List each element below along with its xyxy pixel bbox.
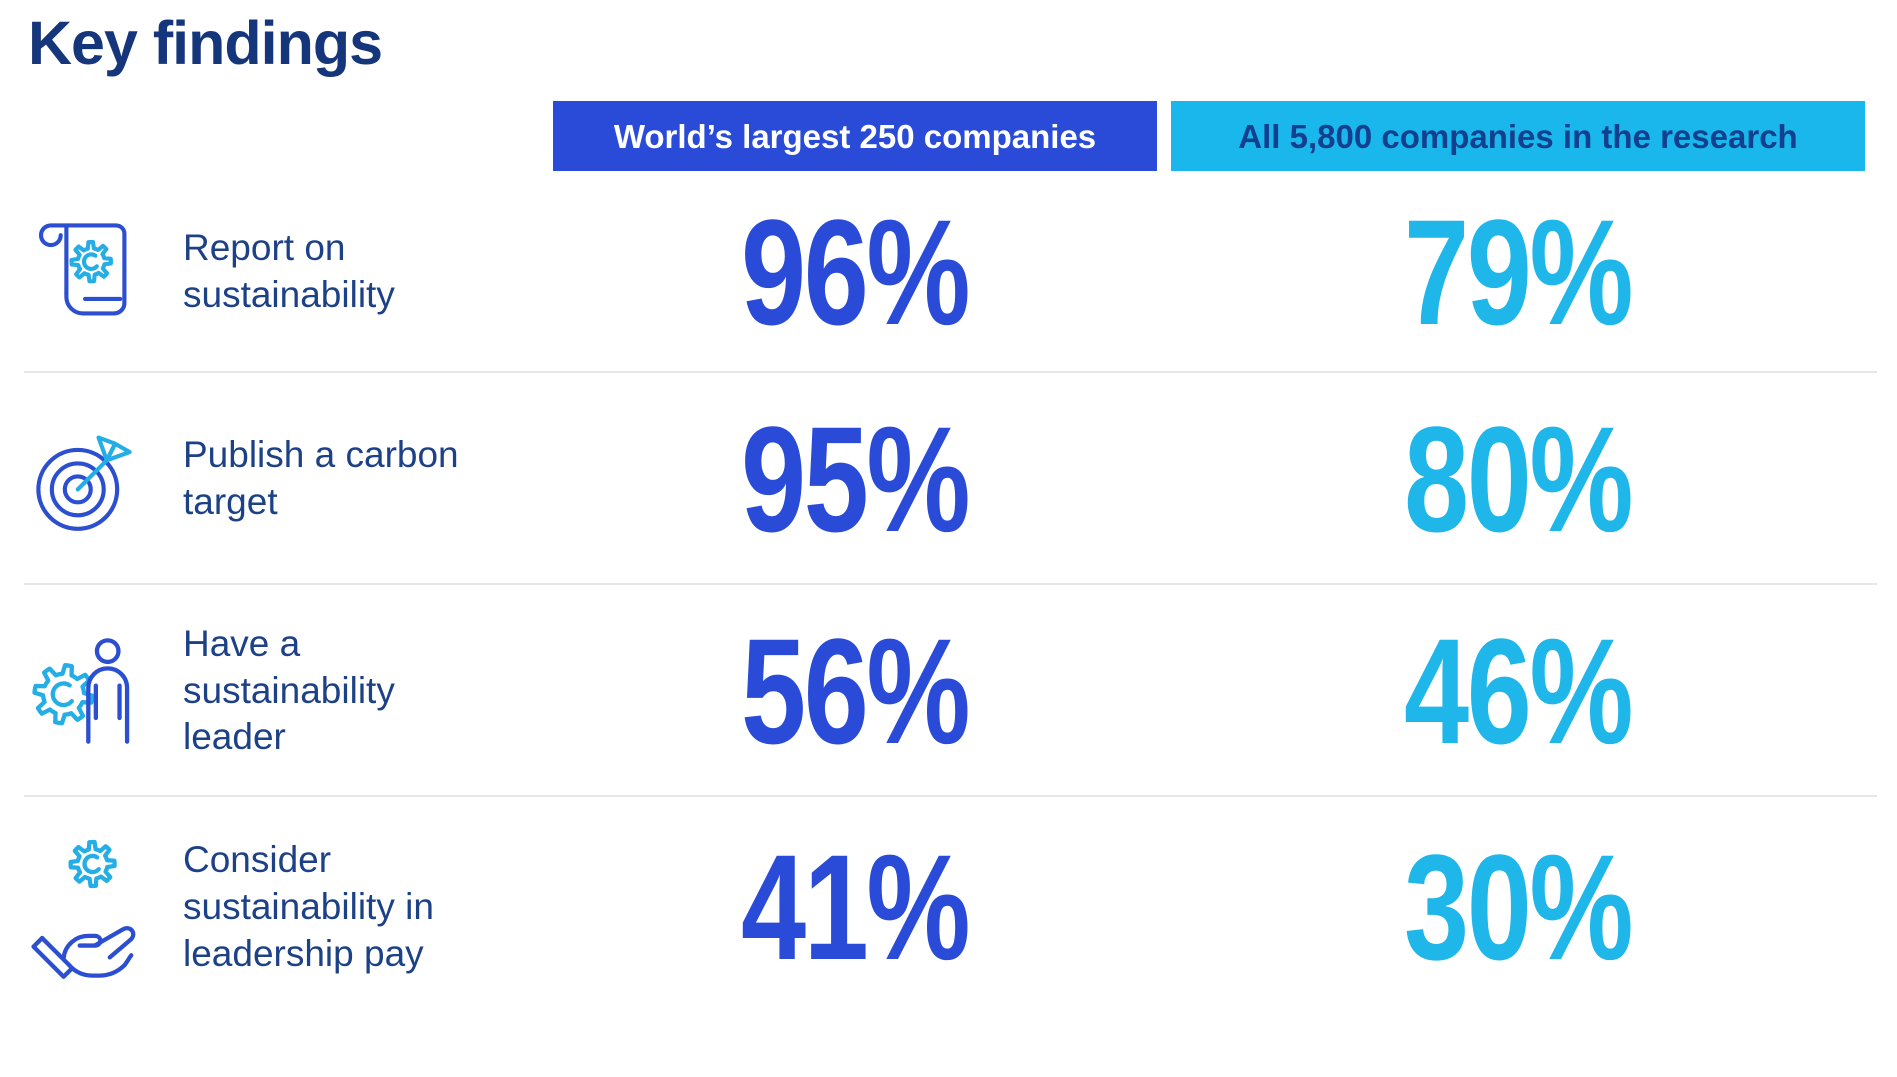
row-label: Publish a carbon target [183,434,459,522]
value-all5800: 79% [1404,187,1634,356]
row-label: Consider sustainability in leadership pa… [183,839,434,974]
row-separator [24,795,1877,797]
table-row-sustainability-in-pay: Consider sustainability in leadership pa… [0,797,1897,1018]
value-all5800: 46% [1404,606,1634,775]
column-header-top250: World’s largest 250 companies [553,101,1157,171]
value-top250: 41% [741,823,971,991]
gear-person-icon [14,585,154,797]
column-header-all5800-label: All 5,800 companies in the research [1238,117,1798,155]
row-label: Report on sustainability [183,227,395,315]
table-row-sustainability-leader: Have a sustainability leader 56% 46% [0,585,1897,797]
column-header-top250-label: World’s largest 250 companies [613,117,1097,155]
table-row-report-on-sustainability: Report on sustainability 96% 79% [0,171,1897,373]
hand-gear-icon [14,797,154,1018]
table-row-publish-carbon-target: Publish a carbon target 95% 80% [0,373,1897,585]
scroll-gear-icon [14,171,154,373]
value-all5800: 80% [1404,394,1634,563]
column-header-all5800: All 5,800 companies in the research [1171,101,1865,171]
value-all5800: 30% [1404,823,1634,991]
row-separator [24,371,1877,373]
page-title: Key findings [28,9,383,77]
value-top250: 96% [741,187,971,356]
value-top250: 95% [741,394,971,563]
target-dart-icon [14,373,154,585]
row-label: Have a sustainability leader [183,622,395,758]
row-separator [24,583,1877,585]
value-top250: 56% [741,606,971,775]
